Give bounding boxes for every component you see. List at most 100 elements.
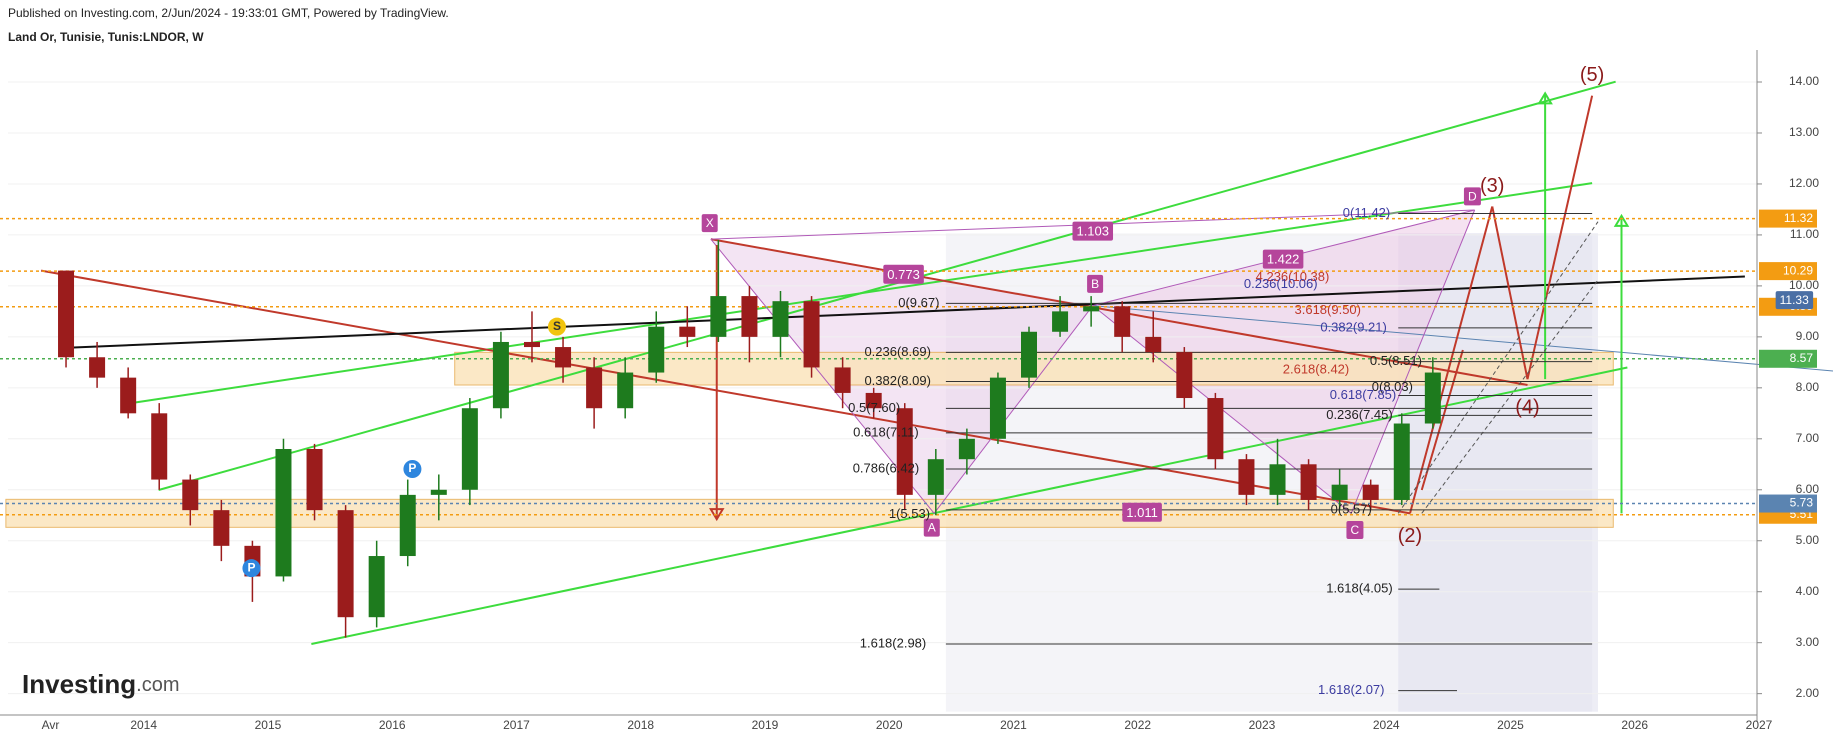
candle-body (368, 556, 385, 618)
x-tick-label: 2027 (1746, 718, 1773, 732)
annotation: 1.103 (1076, 224, 1109, 239)
candle-body (523, 341, 540, 348)
annotation: 1.011 (1126, 505, 1158, 520)
candle-body (1362, 484, 1379, 500)
annotation: B (1091, 277, 1099, 291)
candle-body (1052, 311, 1069, 332)
annotation: (5) (1580, 64, 1604, 86)
annotation: 0(9.67) (898, 295, 939, 310)
x-tick-label: 2015 (255, 718, 282, 732)
y-tick-label: 2.00 (1796, 686, 1820, 700)
x-tick-label: 2016 (379, 718, 406, 732)
annotation: 1(5.53) (889, 506, 930, 521)
annotation: (4) (1515, 397, 1539, 419)
candle-body (555, 347, 572, 368)
x-tick-label: Avr (42, 718, 60, 732)
trend-line (1409, 206, 1494, 514)
x-tick-label: 2025 (1497, 718, 1524, 732)
candle-body (182, 479, 199, 511)
annotation: P (408, 461, 416, 475)
candle-body (1269, 464, 1286, 495)
annotation: 4.236(10.38) (1256, 269, 1330, 284)
candle-body (1207, 398, 1224, 460)
annotation-badge (923, 518, 940, 537)
trend-line (40, 269, 1411, 515)
annotation: 3.618(9.50) (1295, 302, 1362, 317)
trend-line (1397, 221, 1599, 514)
candle-body (989, 377, 1006, 439)
annotation-badge (1346, 521, 1364, 540)
arrow-head (708, 508, 725, 522)
annotation: 0.236(7.45) (1326, 407, 1393, 422)
annotation: 0.382(8.09) (864, 373, 931, 388)
price-tag (1759, 349, 1817, 368)
price-tag (1759, 262, 1817, 281)
annotation-badge (1087, 274, 1104, 293)
candle-body (151, 413, 168, 480)
y-tick-label: 8.00 (1796, 380, 1820, 394)
annotation: 0.5(8.51) (1370, 353, 1422, 368)
annotation: S (553, 319, 561, 333)
symbol-title: Land Or, Tunisie, Tunis:LNDOR, W (8, 30, 204, 44)
trend-line (1526, 95, 1594, 380)
candle-body (1083, 306, 1100, 312)
annotation-badge (1775, 291, 1814, 310)
arrow-head (1537, 91, 1553, 105)
trend-line (70, 275, 1745, 349)
price-tag-label: 10.29 (1783, 263, 1813, 277)
y-tick-label: 7.00 (1796, 431, 1820, 445)
candle-body (896, 408, 913, 495)
annotation: P (247, 560, 255, 574)
y-tick-label: 9.00 (1796, 329, 1820, 343)
y-tick-label: 12.00 (1789, 176, 1819, 190)
annotation: 1.618(2.98) (860, 635, 927, 650)
annotation: 0.773 (887, 267, 920, 282)
annotation: 0.236(8.69) (864, 344, 931, 359)
candle-body (213, 510, 230, 546)
pivot-badge (403, 460, 422, 478)
candle-body (89, 357, 106, 378)
candle-body (617, 372, 634, 409)
annotation: 0(11.42) (1343, 205, 1390, 220)
y-tick-label: 13.00 (1789, 125, 1819, 139)
candle-body (679, 326, 696, 337)
annotation: 0(8.03) (1372, 379, 1413, 394)
annotation: 0.5(7.60) (848, 400, 900, 415)
annotation: 2.618(8.42) (1283, 361, 1350, 376)
candle-body (803, 301, 820, 368)
logo-brand: Investing (22, 669, 136, 699)
candle-body (865, 392, 882, 409)
annotation: D (1468, 189, 1477, 203)
annotation-badge (1463, 187, 1481, 206)
annotation-badge (701, 214, 718, 233)
trend-line (1491, 206, 1529, 380)
candle-body (927, 459, 944, 495)
annotation-badge (1072, 221, 1114, 241)
candle-body (275, 448, 292, 577)
y-tick-label: 3.00 (1796, 635, 1820, 649)
candle-body (58, 270, 75, 358)
arrow-head (1613, 213, 1630, 227)
candle-body (430, 489, 447, 495)
annotation: (2) (1398, 525, 1422, 547)
annotation: 0.382(9.21) (1320, 319, 1387, 334)
candle-body (1300, 464, 1317, 500)
trend-line (933, 305, 1094, 514)
logo-suffix: .com (136, 674, 179, 696)
y-tick-label: 6.00 (1796, 482, 1820, 496)
annotation: 11.33 (1780, 293, 1809, 307)
x-tick-label: 2024 (1373, 718, 1400, 732)
y-tick-label: 4.00 (1796, 584, 1820, 598)
candle-body (492, 341, 509, 409)
candle-body (461, 408, 478, 490)
candle-body (399, 494, 416, 557)
pivot-badge (242, 559, 261, 578)
annotation: 0.618(7.11) (853, 424, 919, 439)
x-tick-label: 2020 (876, 718, 903, 732)
y-tick-label: 11.00 (1790, 227, 1819, 241)
annotation-badge (883, 264, 924, 284)
candle-body (1393, 423, 1410, 500)
candle-body (958, 438, 975, 460)
x-tick-label: 2021 (1000, 718, 1027, 732)
